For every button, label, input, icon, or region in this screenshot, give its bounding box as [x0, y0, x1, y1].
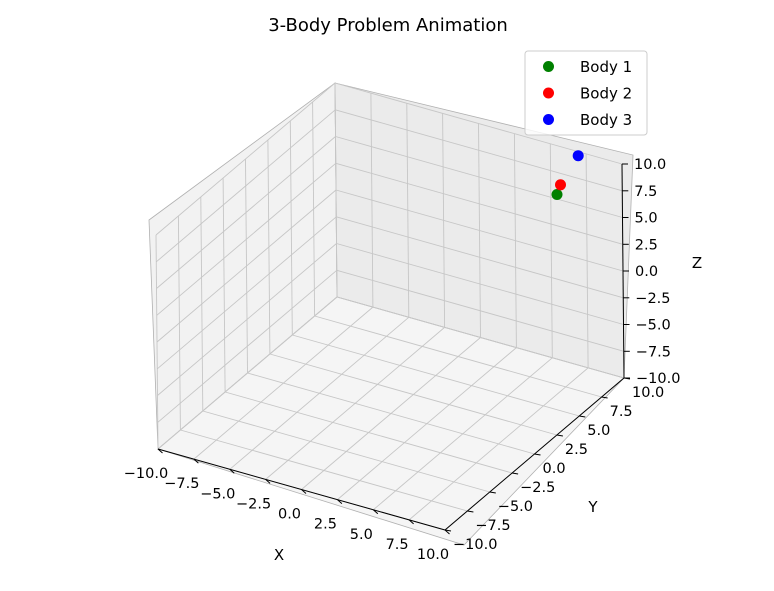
chart-title: 3-Body Problem Animation	[268, 15, 508, 36]
grid-line-floor-y	[336, 296, 625, 379]
x-axis-label: X	[274, 546, 284, 564]
grid-line-floor-y	[247, 372, 535, 455]
y-tick-label: 5.0	[587, 423, 610, 439]
y-tick-mark	[444, 529, 452, 532]
grid-line-back-xz	[335, 162, 623, 245]
legend-marker-body-3	[543, 114, 554, 125]
x-tick-mark	[372, 509, 379, 515]
grid-line-side-yz	[155, 82, 336, 236]
y-axis-label: Y	[587, 498, 598, 516]
y-tick-label: 10.0	[632, 385, 664, 401]
x-tick-mark	[301, 489, 307, 494]
y-tick-mark	[556, 434, 563, 437]
grid-line-back-xz	[335, 189, 624, 272]
point-body-2	[555, 179, 566, 191]
x-tick-mark	[229, 468, 235, 474]
grid-line-side-y	[267, 139, 271, 355]
axis-panes	[148, 82, 634, 546]
z-tick-label: 0.0	[635, 264, 658, 280]
x-tick-mark	[444, 529, 450, 535]
x-tick-label: 5.0	[350, 527, 373, 543]
x-tick-mark	[337, 499, 343, 504]
grid-line-side-y	[289, 120, 293, 336]
y-tick-mark	[601, 396, 608, 399]
grid-line-floor-x	[337, 347, 517, 500]
z-axis-label: Z	[692, 254, 702, 272]
legend-box	[524, 50, 648, 136]
grid-line-back-x	[513, 133, 517, 348]
z-tick-label: −5.0	[636, 318, 671, 334]
y-tick-label: −7.5	[475, 518, 510, 534]
z-tick-label: −10.0	[636, 371, 680, 387]
grid-line-floor-y	[314, 315, 602, 398]
legend: Body 1 Body 2 Body 3	[524, 50, 648, 136]
y-tick-mark	[512, 472, 519, 475]
x-tick-label: −10.0	[124, 466, 168, 482]
legend-label-body-2: Body 2	[580, 85, 632, 103]
y-tick-mark	[467, 510, 474, 513]
z-tick-label: 10.0	[634, 157, 666, 173]
x-tick-mark	[193, 458, 199, 464]
y-tick-label: 0.0	[543, 461, 566, 477]
point-body-1	[551, 189, 563, 200]
x-axis-ticks: −10.0−7.5−5.0−2.5 0.0 2.5 5.0 7.5 10.0	[124, 448, 450, 563]
y-tick-label: −2.5	[520, 480, 555, 496]
x-tick-label: 2.5	[314, 517, 337, 533]
x-tick-label: −2.5	[236, 496, 271, 512]
z-tick-label: 5.0	[635, 211, 658, 227]
grid-line-floor-y	[269, 353, 558, 436]
grid-line-back-xz	[334, 82, 623, 165]
x-tick-label: 7.5	[386, 537, 409, 553]
grid-line-side-yz	[156, 162, 337, 316]
z-tick-label: 2.5	[635, 237, 658, 253]
grid-lines	[155, 82, 625, 531]
x-tick-mark	[157, 448, 163, 454]
y-tick-label: −10.0	[453, 537, 497, 553]
x-tick-label: −5.0	[200, 486, 235, 502]
grid-line-side-yz	[156, 136, 336, 289]
grid-line-floor-x	[373, 357, 553, 511]
y-tick-label: −5.0	[498, 499, 533, 515]
z-axis-ticks: −10.0 −7.5 −5.0 −2.5 0.0 2.5 5.0 7.5 10.0	[622, 157, 680, 387]
y-tick-mark	[579, 415, 586, 418]
x-tick-mark	[265, 479, 271, 484]
point-body-3	[572, 150, 584, 162]
z-tick-label: 7.5	[634, 184, 657, 200]
grid-line-floor-x	[408, 367, 589, 521]
grid-line-back-xz	[335, 136, 623, 218]
y-tick-mark	[534, 453, 541, 456]
legend-label-body-1: Body 1	[580, 58, 632, 76]
grid-line-side-y	[312, 101, 316, 317]
x-tick-label: 10.0	[417, 547, 449, 563]
grid-line-back-xz	[335, 109, 623, 192]
y-tick-mark	[489, 491, 496, 494]
legend-label-body-3: Body 3	[580, 111, 632, 129]
grid-line-side-yz	[156, 109, 336, 263]
y-axis-ticks: −10.0 −7.5 −5.0 −2.5 0.0 2.5 5.07.5 10.0	[444, 377, 664, 553]
x-tick-mark	[408, 519, 414, 525]
grid-line-side-y	[334, 82, 338, 298]
legend-marker-body-2	[543, 87, 554, 99]
data-points	[551, 150, 584, 200]
z-tick-label: −7.5	[636, 344, 671, 360]
grid-line-back-x	[585, 153, 589, 368]
x-tick-label: −7.5	[164, 476, 199, 492]
y-tick-label: 2.5	[565, 442, 588, 458]
legend-marker-body-1	[543, 61, 554, 72]
x-tick-label: 0.0	[278, 507, 301, 523]
grid-line-side-yz	[156, 189, 337, 343]
grid-line-floor-y	[292, 334, 580, 417]
y-tick-label: 7.5	[610, 404, 633, 420]
grid-line-back-x	[549, 143, 553, 358]
z-tick-label: −2.5	[635, 291, 670, 307]
